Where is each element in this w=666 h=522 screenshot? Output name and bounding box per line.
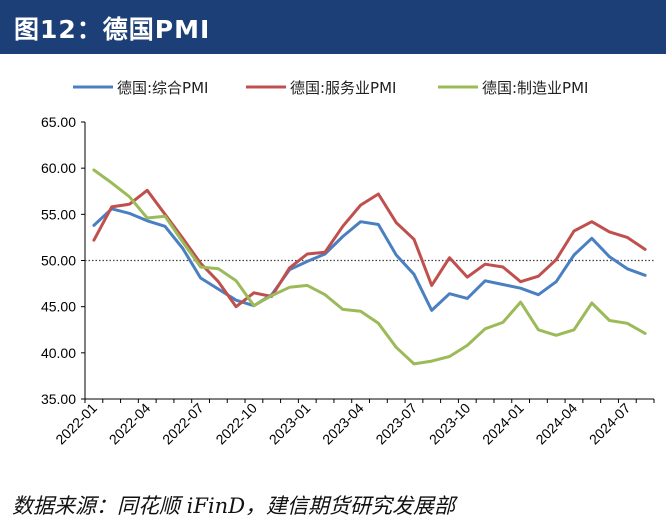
source-note: 数据来源：同花顺 iFinD，建信期货研究发展部 [12,494,456,518]
legend-label: 德国:服务业PMI [290,79,396,97]
x-tick-label: 2022-10 [212,400,260,448]
chart-legend: 德国:综合PMI 德国:服务业PMI 德国:制造业PMI [73,79,588,97]
legend-label: 德国:综合PMI [117,79,208,97]
y-tick-label: 45.00 [41,299,76,315]
figure-title: 图12：德国PMI [14,15,211,44]
x-tick-label: 2024-01 [479,400,527,448]
series-line-3 [92,168,647,366]
y-tick-label: 35.00 [41,391,76,407]
y-tick-label: 50.00 [41,253,76,269]
y-tick-label: 60.00 [41,160,76,176]
series-line-2 [92,188,647,309]
y-tick-label: 55.00 [41,206,76,222]
chart-axes: 35.00 40.00 45.00 50.00 55.00 60.00 65.00 2022-… [41,114,655,448]
x-tick-label: 2023-01 [266,400,314,448]
header-bar: 图12：德国PMI [0,0,666,54]
x-tick-label: 2022-04 [106,400,154,448]
series-line-1 [92,207,647,312]
x-tick-label: 2023-10 [426,400,474,448]
x-tick-label: 2024-04 [532,400,580,448]
x-tick-label: 2024-07 [586,400,634,448]
line-chart: 德国:综合PMI 德国:服务业PMI 德国:制造业PMI 35.00 40.00 45.… [41,79,655,448]
x-tick-label: 2022-07 [159,400,207,448]
legend-label: 德国:制造业PMI [482,79,588,97]
y-tick-label: 65.00 [41,114,76,130]
x-tick-label: 2023-07 [372,400,420,448]
x-tick-label: 2023-04 [319,400,367,448]
y-tick-label: 40.00 [41,345,76,361]
chart-series [92,168,647,366]
